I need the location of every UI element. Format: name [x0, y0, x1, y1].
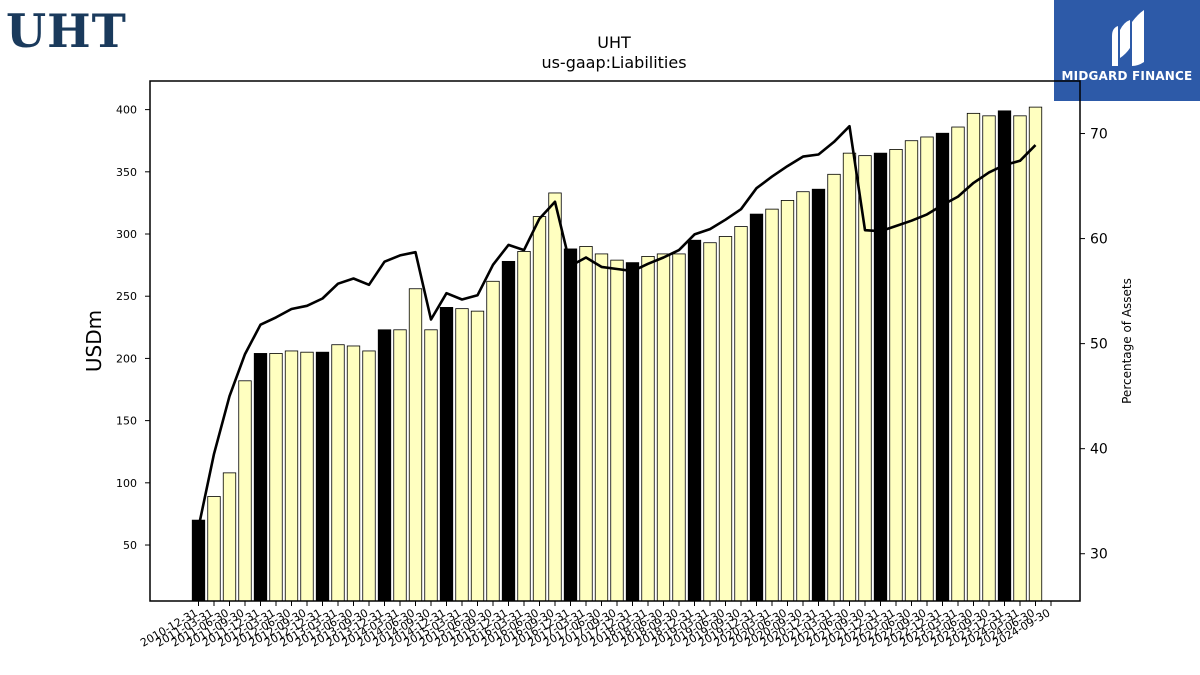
- bar: [346, 345, 361, 602]
- y2-tick-label: 60: [1090, 232, 1108, 248]
- y-tick-label: 250: [116, 290, 137, 303]
- bar: [517, 251, 531, 602]
- bar: [811, 188, 826, 602]
- bars: [191, 106, 1043, 602]
- bar: [827, 173, 841, 602]
- bar: [439, 307, 454, 602]
- percentage-line: [197, 124, 1037, 528]
- bar: [532, 216, 547, 602]
- bar: [734, 226, 748, 602]
- bar: [331, 344, 345, 602]
- bar: [486, 280, 500, 602]
- bar: [253, 353, 268, 602]
- bar: [408, 288, 423, 602]
- bar: [796, 191, 810, 602]
- bar: [207, 496, 221, 602]
- bar: [656, 253, 671, 602]
- bar: [920, 136, 934, 602]
- bar: [889, 149, 903, 602]
- bar: [610, 259, 624, 602]
- y2-tick-label: 40: [1090, 442, 1108, 458]
- y2-tick-label: 50: [1090, 337, 1108, 353]
- bar: [191, 519, 206, 602]
- brand-badge: MIDGARD FINANCE: [1054, 0, 1200, 101]
- y-tick-label: 350: [116, 166, 137, 179]
- bar: [1028, 106, 1043, 602]
- bar: [222, 472, 237, 602]
- bar: [455, 308, 469, 602]
- bar: [904, 140, 919, 602]
- bar: [315, 351, 330, 602]
- bar: [362, 350, 376, 602]
- bar: [393, 329, 407, 602]
- company-logo: UHT: [6, 4, 127, 58]
- bar: [780, 200, 795, 602]
- axes: 5010015020025030035040030405060702010-12…: [116, 80, 1108, 650]
- y2-tick-label: 70: [1090, 127, 1108, 143]
- bar: [1013, 115, 1027, 602]
- bar: [470, 310, 485, 602]
- y2-tick-label: 30: [1090, 547, 1108, 563]
- bar: [563, 248, 578, 602]
- bar: [424, 329, 438, 602]
- bar: [594, 253, 609, 602]
- bar: [548, 192, 562, 602]
- y-tick-label: 50: [123, 539, 137, 552]
- y-tick-label: 300: [116, 228, 137, 241]
- bar: [501, 260, 516, 602]
- bar: [765, 208, 779, 602]
- bar: [842, 152, 857, 602]
- y-axis-label: USDm: [82, 310, 106, 372]
- chart-title: UHT: [597, 33, 631, 52]
- bar: [687, 239, 702, 602]
- bar: [300, 351, 314, 602]
- bar: [284, 350, 299, 602]
- bar: [238, 380, 252, 602]
- bar: [749, 213, 764, 602]
- brand-name: MIDGARD FINANCE: [1061, 69, 1193, 83]
- bar: [997, 110, 1012, 602]
- bar: [982, 115, 996, 602]
- bar: [703, 242, 717, 602]
- bar: [641, 256, 655, 602]
- y2-axis-label: Percentage of Assets: [1120, 278, 1134, 404]
- bar: [672, 253, 686, 602]
- bar: [873, 152, 888, 602]
- bar: [269, 353, 283, 602]
- chart-subtitle: us-gaap:Liabilities: [541, 53, 686, 72]
- bar: [718, 236, 733, 602]
- plot-frame: [149, 80, 1081, 602]
- y-tick-label: 100: [116, 477, 137, 490]
- y-tick-label: 400: [116, 104, 137, 117]
- bar: [625, 262, 640, 602]
- y-tick-label: 200: [116, 352, 137, 365]
- bar: [579, 246, 593, 602]
- percentage-series-line: [197, 124, 1037, 528]
- y-tick-label: 150: [116, 415, 137, 428]
- bar: [377, 329, 392, 602]
- midgard-emblem-icon: [1054, 0, 1200, 101]
